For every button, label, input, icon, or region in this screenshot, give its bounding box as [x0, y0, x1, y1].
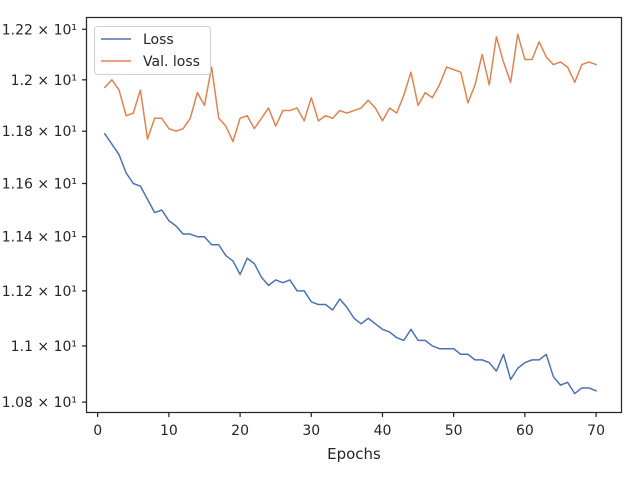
y-tick-label: 1.22 × 10¹: [2, 22, 77, 38]
x-tick-label: 70: [587, 423, 605, 439]
y-tick-label: 1.16 × 10¹: [2, 177, 77, 193]
plot-area: [85, 16, 623, 414]
y-tick-label: 1.2 × 10¹: [11, 73, 77, 89]
legend: Loss Val. loss: [94, 26, 211, 75]
y-tick-label: 1.12 × 10¹: [2, 284, 77, 300]
x-axis-ticks: 0 10 20 30 40 50 60 70: [93, 412, 605, 439]
x-tick-label: 10: [160, 423, 178, 439]
x-tick-label: 0: [93, 423, 102, 439]
legend-label: Val. loss: [143, 54, 200, 70]
legend-label: Loss: [143, 32, 174, 48]
series-layer: [103, 33, 598, 395]
x-tick-label: 60: [516, 423, 534, 439]
y-axis-ticks: 1.08 × 10¹ 1.1 × 10¹ 1.12 × 10¹ 1.14 × 10¹ 1…: [2, 22, 87, 411]
x-axis-label: Epochs: [327, 445, 381, 463]
axes-frame: [85, 16, 623, 414]
x-tick-label: 20: [231, 423, 249, 439]
y-tick-label: 1.18 × 10¹: [2, 124, 77, 140]
series-line-val-loss: [103, 33, 598, 143]
y-tick-label: 1.08 × 10¹: [2, 395, 77, 411]
x-tick-label: 50: [445, 423, 463, 439]
y-tick-label: 1.1 × 10¹: [11, 339, 77, 355]
series-line-loss: [103, 132, 598, 395]
x-tick-label: 40: [374, 423, 392, 439]
x-tick-label: 30: [302, 423, 320, 439]
y-tick-label: 1.14 × 10¹: [2, 230, 77, 246]
